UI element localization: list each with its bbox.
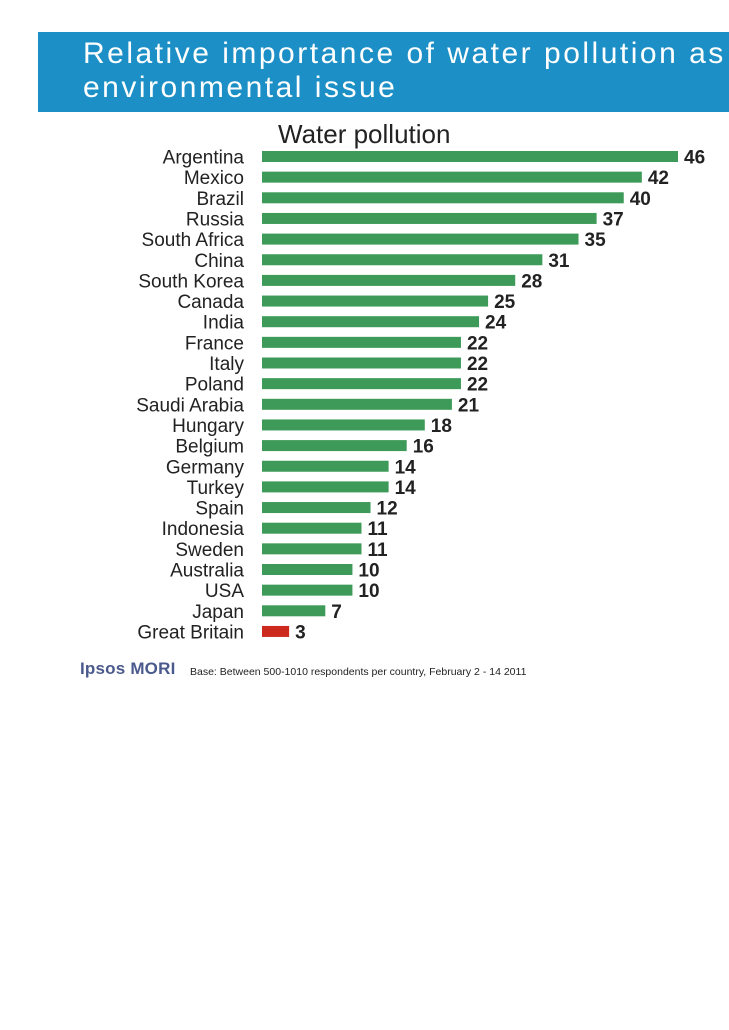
- category-label: China: [194, 251, 244, 272]
- base-footnote: Base: Between 500-1010 respondents per c…: [190, 666, 527, 678]
- category-label: Japan: [192, 602, 244, 623]
- value-label: 14: [395, 478, 417, 499]
- value-label: 22: [467, 354, 488, 375]
- bar-usa: [262, 584, 353, 596]
- bar-spain: [262, 502, 371, 514]
- bar-south-africa: [262, 233, 579, 245]
- value-label: 10: [358, 561, 379, 582]
- bar-indonesia: [262, 522, 362, 534]
- value-label: 18: [431, 416, 452, 437]
- category-label: Poland: [185, 375, 244, 396]
- category-label: Spain: [195, 499, 244, 520]
- value-label: 37: [603, 209, 624, 230]
- category-label: France: [185, 333, 244, 354]
- value-label: 35: [585, 230, 607, 251]
- bar-hungary: [262, 419, 425, 431]
- category-label: Italy: [209, 354, 244, 375]
- bar-canada: [262, 295, 489, 307]
- bar-argentina: [262, 151, 678, 162]
- category-label: Hungary: [172, 416, 244, 437]
- bar-france: [262, 336, 461, 348]
- value-label: 12: [377, 499, 398, 520]
- bar-germany: [262, 460, 389, 472]
- category-label: Brazil: [196, 189, 244, 210]
- category-label: Indonesia: [162, 519, 245, 540]
- value-label: 40: [630, 189, 651, 210]
- title-banner: Relative importance of water pollution a…: [38, 32, 729, 112]
- category-label: USA: [205, 581, 244, 602]
- value-label: 11: [367, 519, 388, 540]
- bar-sweden: [262, 543, 362, 555]
- value-label: 14: [395, 457, 417, 478]
- value-label: 7: [331, 602, 342, 623]
- value-label: 21: [458, 395, 480, 416]
- category-label: Belgium: [175, 437, 244, 458]
- bar-australia: [262, 564, 353, 575]
- value-label: 42: [648, 168, 669, 189]
- category-label: Germany: [166, 457, 245, 478]
- category-label: South Korea: [138, 271, 244, 292]
- ipsos-mori-logo: Ipsos MORI: [80, 659, 176, 678]
- value-label: 11: [367, 540, 388, 561]
- value-label: 10: [358, 581, 379, 602]
- value-label: 22: [467, 375, 488, 396]
- category-label: Australia: [170, 561, 244, 582]
- bar-poland: [262, 378, 461, 390]
- category-label: Argentina: [163, 148, 245, 169]
- category-label: Russia: [186, 209, 245, 230]
- bar-japan: [262, 605, 326, 617]
- category-label: South Africa: [142, 230, 245, 251]
- value-label: 28: [521, 271, 542, 292]
- category-label: Sweden: [175, 540, 244, 561]
- category-label: India: [203, 313, 245, 334]
- bar-turkey: [262, 481, 389, 493]
- bar-mexico: [262, 171, 642, 183]
- value-label: 24: [485, 313, 507, 334]
- bar-india: [262, 316, 480, 328]
- value-label: 25: [494, 292, 516, 313]
- bar-great-britain: [262, 625, 290, 637]
- category-label: Great Britain: [137, 622, 244, 643]
- bar-south-korea: [262, 274, 516, 286]
- page-title: Relative importance of water pollution a…: [83, 37, 726, 104]
- value-label: 31: [548, 251, 570, 272]
- bar-saudi-arabia: [262, 398, 452, 410]
- bar-china: [262, 254, 543, 266]
- value-label: 3: [295, 622, 306, 643]
- category-label: Saudi Arabia: [136, 395, 244, 416]
- bar-brazil: [262, 192, 624, 204]
- value-label: 16: [413, 437, 434, 458]
- chart-title: Water pollution: [278, 119, 451, 149]
- category-label: Mexico: [184, 168, 244, 189]
- bar-belgium: [262, 440, 407, 452]
- category-label: Canada: [177, 292, 244, 313]
- category-label: Turkey: [187, 478, 245, 499]
- value-label: 22: [467, 333, 488, 354]
- bar-russia: [262, 212, 597, 224]
- value-label: 46: [684, 148, 705, 169]
- bar-italy: [262, 357, 461, 369]
